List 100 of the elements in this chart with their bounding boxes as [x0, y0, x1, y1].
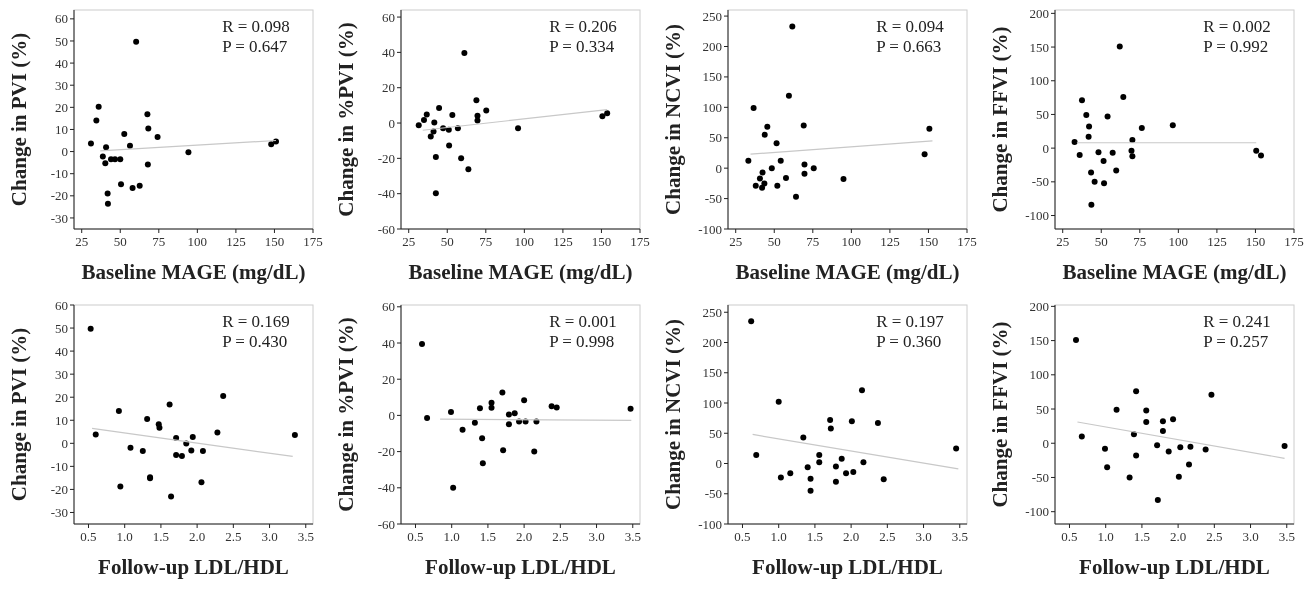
- x-tick-label: 2.5: [225, 529, 242, 544]
- point: [789, 23, 796, 30]
- y-tick-label: -10: [50, 458, 68, 474]
- point: [465, 166, 472, 173]
- point: [599, 113, 606, 120]
- x-axis-title: Baseline MAGE (mg/dL): [1062, 260, 1287, 284]
- x-tick-label: 2.5: [552, 529, 569, 544]
- x-axis-title: Follow-up LDL/HDL: [752, 555, 943, 579]
- point: [112, 156, 119, 163]
- y-tick-label: -20: [377, 444, 395, 460]
- point: [103, 144, 110, 151]
- point: [1143, 407, 1150, 414]
- y-tick-label: 20: [382, 371, 395, 387]
- point: [188, 447, 195, 454]
- point: [840, 176, 847, 183]
- x-tick-label: 3.0: [915, 529, 932, 544]
- x-tick-label: 3.5: [951, 529, 968, 544]
- x-tick-label: 150: [264, 234, 285, 249]
- point: [449, 112, 456, 119]
- y-tick-label: 250: [702, 8, 722, 24]
- y-tick-label: 50: [709, 130, 722, 146]
- y-tick-label: 0: [715, 160, 722, 176]
- x-tick-label: 150: [918, 234, 939, 249]
- x-tick-label: 2.0: [189, 529, 206, 544]
- point: [874, 419, 881, 426]
- point: [1138, 124, 1145, 131]
- point: [1165, 448, 1172, 455]
- y-tick-label: 60: [382, 9, 395, 25]
- x-tick-label: 125: [226, 234, 246, 249]
- point: [764, 123, 771, 130]
- x-tick-label: 100: [514, 234, 535, 249]
- point: [117, 483, 124, 490]
- point: [761, 180, 768, 187]
- point: [423, 111, 430, 118]
- x-tick-label: 1.5: [806, 529, 824, 544]
- x-axis-title: Follow-up LDL/HDL: [98, 555, 289, 579]
- point: [880, 476, 887, 483]
- point: [1091, 178, 1098, 185]
- point: [104, 190, 111, 197]
- x-tick-label: 3.5: [624, 529, 641, 544]
- y-tick-label: 30: [55, 366, 68, 382]
- annotation: R = 0.197: [876, 312, 945, 331]
- y-tick-label: 20: [382, 80, 395, 96]
- point: [483, 107, 490, 114]
- point: [1253, 147, 1260, 154]
- point: [759, 184, 766, 191]
- point: [1175, 473, 1182, 480]
- y-axis-title: Change in FFVI (%): [988, 321, 1012, 508]
- y-tick-label: 50: [55, 33, 68, 49]
- point: [1104, 464, 1111, 471]
- point: [1258, 152, 1264, 159]
- y-tick-label: 40: [382, 335, 395, 351]
- point: [1085, 133, 1092, 140]
- annotation: R = 0.169: [222, 312, 290, 331]
- point: [800, 434, 807, 441]
- point: [1177, 444, 1184, 451]
- y-tick-label: -20: [50, 188, 68, 204]
- point: [750, 104, 757, 111]
- annotation: P = 0.360: [876, 332, 942, 351]
- y-tick-label: -20: [50, 481, 68, 497]
- y-tick-label: 100: [1029, 367, 1049, 383]
- point: [777, 157, 784, 164]
- y-tick-label: 200: [702, 335, 722, 351]
- y-tick-label: -50: [1031, 174, 1049, 190]
- point: [511, 410, 518, 417]
- point: [505, 411, 512, 418]
- point: [145, 125, 152, 132]
- x-tick-label: 1.0: [770, 529, 787, 544]
- point: [1185, 461, 1192, 468]
- point: [168, 493, 175, 500]
- point: [1120, 93, 1127, 100]
- point: [1078, 97, 1085, 104]
- point: [127, 444, 134, 451]
- x-tick-label: 25: [729, 234, 743, 249]
- x-tick-label: 125: [880, 234, 900, 249]
- point: [117, 156, 124, 163]
- point: [473, 97, 480, 104]
- y-tick-label: 0: [61, 435, 68, 451]
- y-tick-label: 40: [55, 343, 68, 359]
- y-tick-label: 50: [55, 320, 68, 336]
- point: [531, 448, 538, 455]
- point: [1088, 201, 1095, 208]
- y-tick-label: 200: [1029, 5, 1049, 21]
- point: [521, 397, 528, 404]
- point: [139, 447, 146, 454]
- point: [1129, 153, 1136, 160]
- point: [136, 182, 143, 189]
- x-tick-label: 75: [1133, 234, 1147, 249]
- point: [129, 185, 136, 192]
- point: [291, 432, 298, 439]
- annotation: P = 0.992: [1203, 37, 1269, 56]
- point: [1208, 391, 1215, 398]
- point: [220, 393, 227, 400]
- point: [198, 479, 205, 486]
- y-tick-label: -50: [704, 486, 722, 502]
- point: [1143, 419, 1150, 426]
- point: [848, 418, 855, 425]
- point: [1101, 180, 1108, 187]
- x-tick-label: 100: [1168, 234, 1189, 249]
- point: [144, 161, 151, 168]
